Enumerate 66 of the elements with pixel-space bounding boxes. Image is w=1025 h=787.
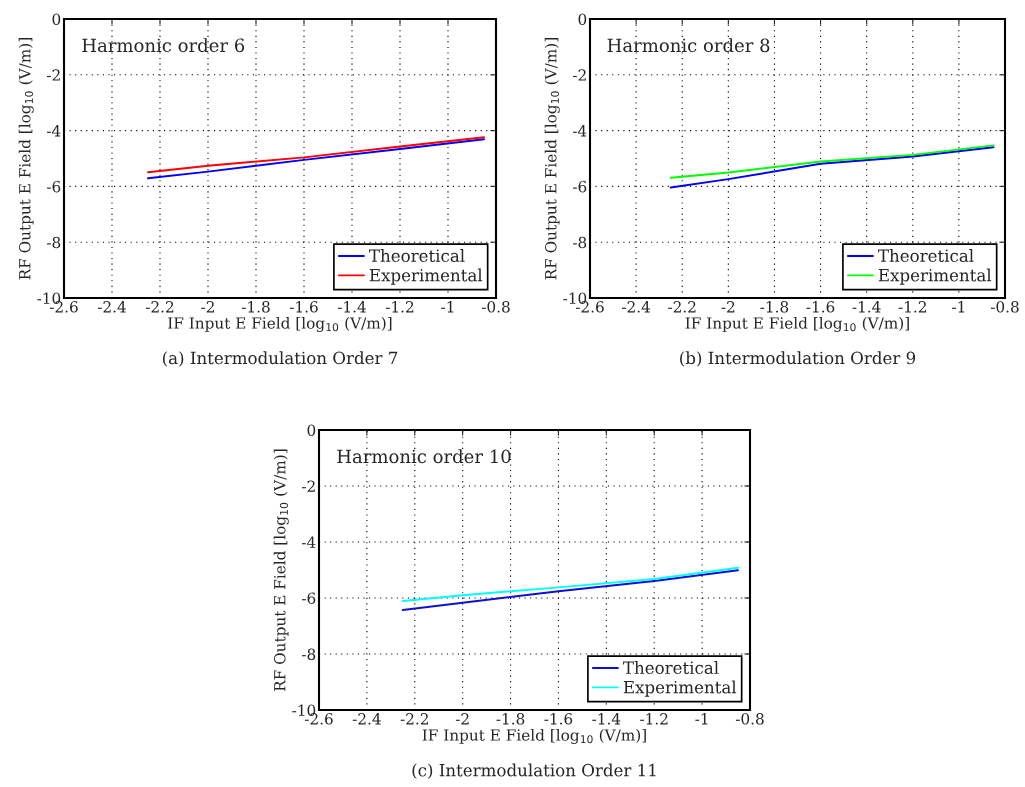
x-tick-label: -1.4 <box>592 713 621 725</box>
y-tick-label: -8 <box>47 236 61 249</box>
x-tick-label: -1 <box>441 301 454 313</box>
legend-label: Experimental <box>369 268 483 285</box>
y-tick-label: -2 <box>47 69 60 81</box>
y-axis-title: RF Output E Field [log$_{10}$ (V/m)] <box>18 38 34 280</box>
x-axis-title: IF Input E Field [log$_{10}$ (V/m)] <box>685 316 909 332</box>
x-tick-label: -1.4 <box>852 301 881 313</box>
y-tick-label: -8 <box>573 236 587 249</box>
y-tick-label: -8 <box>302 648 316 661</box>
y-tick-label: -6 <box>302 592 316 605</box>
x-tick-label: -0.8 <box>481 301 510 313</box>
legend-label: Experimental <box>623 680 737 697</box>
legend-label: Theoretical <box>369 249 465 262</box>
x-axis-title: IF Input E Field [log$_{10}$ (V/m)] <box>422 728 646 744</box>
x-tick-label: -1.4 <box>337 301 366 313</box>
x-tick-label: -1.6 <box>806 301 835 313</box>
x-tick-label: -2.4 <box>622 301 651 313</box>
x-tick-label: -1.6 <box>544 713 573 725</box>
x-tick-label: -1.2 <box>640 713 668 725</box>
x-tick-label: -1.6 <box>289 301 318 313</box>
y-axis-title: RF Output E Field [log$_{10}$ (V/m)] <box>273 449 289 691</box>
x-axis-title: IF Input E Field [log$_{10}$ (V/m)] <box>168 316 392 332</box>
y-tick-label: 0 <box>578 13 587 26</box>
text: (c) Intermodulation Order 11 <box>412 763 656 779</box>
x-tick-label: -1.8 <box>760 301 789 313</box>
x-tick-label: -1.8 <box>496 713 525 725</box>
text: (a) Intermodulation Order 7 <box>162 351 398 367</box>
y-tick-label: -4 <box>302 536 316 548</box>
x-tick-label: -2.4 <box>352 713 381 725</box>
y-tick-label: -2 <box>573 69 586 81</box>
annotation: Harmonic order 8 <box>607 38 770 53</box>
x-tick-label: -1 <box>695 713 708 725</box>
y-tick-label: -6 <box>47 180 61 193</box>
x-tick-label: -2.4 <box>97 301 126 313</box>
x-tick-label: -2.2 <box>400 713 429 725</box>
x-tick-label: -1.2 <box>898 301 927 313</box>
y-tick-label: -4 <box>573 125 587 137</box>
annotation: Harmonic order 10 <box>337 449 511 464</box>
x-tick-label: -2 <box>201 301 214 313</box>
y-tick-label: -6 <box>573 180 587 193</box>
legend-label: Experimental <box>878 268 992 285</box>
x-tick-label: -2 <box>721 301 735 313</box>
x-tick-label: -2 <box>455 713 469 725</box>
x-tick-label: -0.8 <box>735 713 764 725</box>
legend-label: Theoretical <box>623 661 719 674</box>
y-tick-label: -2 <box>302 480 315 492</box>
legend-label: Theoretical <box>878 249 974 262</box>
x-tick-label: -1 <box>952 301 965 313</box>
line-series <box>401 566 739 603</box>
y-tick-label: 0 <box>52 13 61 26</box>
x-tick-label: -1.2 <box>385 301 414 313</box>
text: (b) Intermodulation Order 9 <box>680 351 916 367</box>
line-series <box>669 144 995 179</box>
line-series <box>147 138 485 180</box>
line-series <box>147 136 485 174</box>
y-tick-label: 0 <box>307 424 316 437</box>
x-tick-label: -1.8 <box>241 301 270 313</box>
y-axis-title: RF Output E Field [log$_{10}$ (V/m)] <box>544 38 560 280</box>
line-series <box>401 569 739 612</box>
x-tick-label: -0.8 <box>990 301 1019 313</box>
x-tick-label: -2.2 <box>145 301 174 313</box>
annotation: Harmonic order 6 <box>82 38 245 53</box>
line-series <box>669 146 995 189</box>
y-tick-label: -4 <box>47 125 61 137</box>
x-tick-label: -2.2 <box>668 301 696 313</box>
